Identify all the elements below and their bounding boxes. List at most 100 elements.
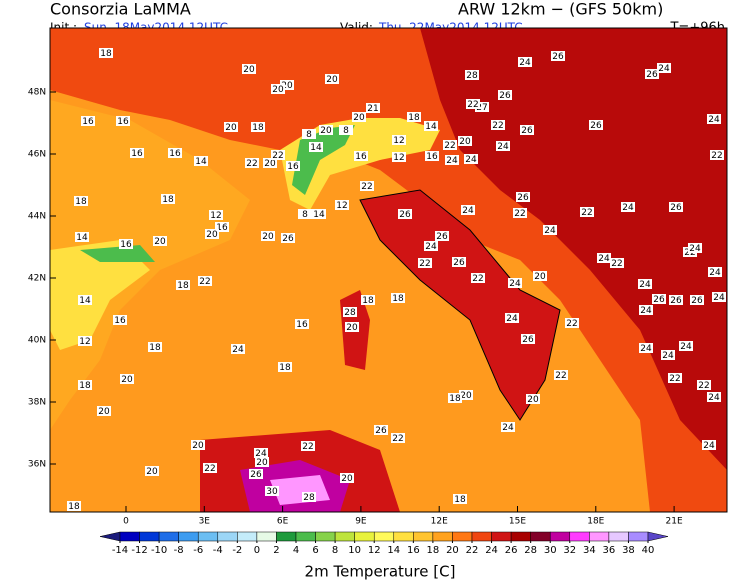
- station-box: [707, 392, 721, 402]
- station-value: 14: [76, 233, 88, 243]
- colorbar-cell: [491, 531, 512, 542]
- colorbar-label: 22: [466, 545, 479, 556]
- alps-cold: [292, 125, 355, 195]
- colorbar-cell: [471, 531, 492, 542]
- colorbar-label: -6: [193, 545, 203, 556]
- station-box: [445, 155, 459, 165]
- station-box: [661, 350, 675, 360]
- station-box: [280, 80, 294, 90]
- station-value: 22: [302, 442, 313, 452]
- station-box: [271, 84, 285, 94]
- station-value: 20: [243, 65, 255, 75]
- station-value: 26: [282, 234, 294, 244]
- station-box: [645, 69, 659, 79]
- station-box: [697, 380, 711, 390]
- lon-label: 15E: [509, 517, 526, 527]
- station-box: [74, 196, 88, 206]
- colorbar-label: 32: [563, 545, 576, 556]
- colorbar-cell: [589, 531, 610, 542]
- station-value: 18: [162, 195, 174, 205]
- station-box: [452, 257, 466, 267]
- station-box: [461, 205, 475, 215]
- station-value: 14: [425, 122, 437, 132]
- station-value: 20: [527, 395, 539, 405]
- colorbar-cell: [197, 531, 219, 542]
- station-box: [81, 116, 95, 126]
- station-value: 18: [100, 49, 112, 59]
- station-value: 16: [131, 149, 143, 159]
- station-box: [263, 158, 277, 168]
- station-box: [366, 103, 380, 113]
- station-value: 22: [272, 151, 283, 161]
- station-value: 22: [467, 100, 478, 110]
- station-value: 20: [353, 113, 365, 123]
- station-value: 8: [302, 210, 308, 220]
- station-value: 26: [653, 295, 665, 305]
- lon-label: 12E: [431, 517, 448, 527]
- station-value: 18: [149, 343, 161, 353]
- station-box: [513, 208, 527, 218]
- colorbar-cell: [354, 531, 375, 542]
- station-value: 8: [306, 130, 312, 140]
- colorbar-cell: [139, 531, 160, 542]
- station-value: 20: [326, 75, 338, 85]
- station-box: [526, 394, 540, 404]
- station-value: 22: [698, 381, 709, 391]
- station-value: 26: [521, 126, 533, 136]
- station-value: 22: [669, 374, 680, 384]
- station-value: 18: [68, 502, 80, 512]
- station-box: [465, 70, 479, 80]
- station-value: 26: [436, 232, 448, 242]
- station-value: 16: [287, 162, 299, 172]
- station-box: [203, 463, 217, 473]
- colorbar-label: 18: [427, 545, 440, 556]
- iberia: [50, 100, 250, 430]
- station-value: 18: [408, 113, 420, 123]
- station-value: 18: [75, 197, 87, 207]
- station-value: 14: [310, 143, 322, 153]
- colorbar-label: 30: [544, 545, 557, 556]
- station-value: 18: [252, 123, 264, 133]
- colorbar-cell: [178, 531, 199, 542]
- colorbar-cell: [452, 531, 473, 542]
- colorbar-arrow: [99, 531, 121, 542]
- station-value: 24: [639, 280, 651, 290]
- station-box: [707, 114, 721, 124]
- station-value: 18: [362, 296, 374, 306]
- station-box: [130, 148, 144, 158]
- station-box: [565, 318, 579, 328]
- station-box: [301, 441, 315, 451]
- station-box: [679, 341, 693, 351]
- lon-label: 3E: [199, 517, 211, 527]
- station-value: 20: [534, 272, 546, 282]
- colorbar-label: 24: [485, 545, 498, 556]
- station-value: 24: [640, 344, 652, 354]
- station-box: [319, 125, 333, 135]
- station-value: 22: [246, 159, 257, 169]
- station-value: 12: [393, 136, 404, 146]
- station-value: 20: [346, 323, 358, 333]
- station-value: 24: [709, 268, 721, 278]
- station-value: 26: [590, 121, 602, 131]
- station-value: 27: [476, 103, 487, 113]
- colorbar-cell: [373, 531, 395, 542]
- station-box: [191, 440, 205, 450]
- station-box: [75, 232, 89, 242]
- colorbar-label: 10: [348, 545, 361, 556]
- station-value: 24: [662, 351, 674, 361]
- station-value: 14: [313, 210, 325, 220]
- station-value: 26: [250, 470, 262, 480]
- station-value: 20: [206, 230, 218, 240]
- station-box: [491, 120, 505, 130]
- station-box: [458, 136, 472, 146]
- colorbar-cell: [432, 531, 453, 542]
- station-value: 26: [670, 203, 682, 213]
- station-value: 18: [279, 363, 291, 373]
- station-box: [209, 210, 223, 220]
- station-box: [710, 150, 724, 160]
- colorbar-cell: [119, 531, 140, 542]
- station-box: [520, 125, 534, 135]
- station-value: 26: [670, 296, 682, 306]
- station-box: [278, 362, 292, 372]
